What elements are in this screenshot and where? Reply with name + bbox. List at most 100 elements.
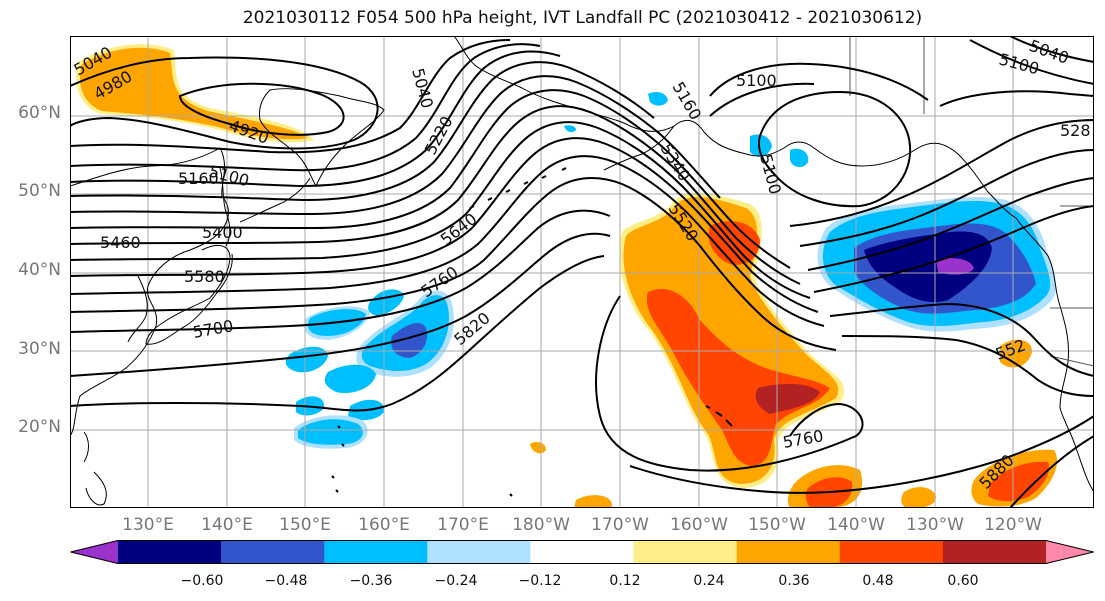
colorbar-tick-label: 0.12 [609,573,641,589]
colorbar-tick-label: 0.60 [947,573,979,589]
ivt-negative-region [790,148,809,168]
contour-line [70,61,655,202]
colorbar-segment [221,540,325,564]
contour-line [629,415,1094,494]
contour-line [758,90,912,208]
contour-line [789,119,1094,227]
contour-line [178,82,345,136]
colorbar-svg [70,540,1094,564]
contour-line [807,177,1094,271]
colorbar-segment [324,540,428,564]
lon-label-150e: 150°E [279,515,331,535]
ivt-negative-region [936,258,974,275]
contour-line [70,50,561,188]
contour-line [70,255,605,412]
colorbar-segment [839,540,944,564]
contour-line [70,209,611,333]
lon-label-150w: 150°W [748,515,806,535]
contour-line [709,82,815,117]
contour-label: 528 [1060,121,1091,140]
colorbar-segment [736,540,841,564]
contour-line [813,205,1094,293]
ivt-positive-region [574,495,612,508]
contour-label: 5100 [736,71,777,90]
colorbar-tick-label: 0.24 [693,573,725,589]
colorbar-tick-label: −0.12 [518,573,562,589]
lon-label-130e: 130°E [122,515,174,535]
ivt-positive-region [901,487,936,508]
colorbar-segment [942,540,1047,564]
contour-line [841,335,1094,397]
colorbar-segment [427,540,531,564]
contour-line [1009,435,1094,508]
ivt-positive-region [708,221,760,265]
ivt-positive-region [80,47,308,140]
contour-line [70,75,721,216]
graticule [70,36,1094,508]
colorbar-segment [118,540,222,564]
map-border [70,36,1094,508]
contour-line [70,89,791,269]
positive-anomaly-regions [76,44,1058,508]
contour-line [70,43,541,172]
colorbar [70,540,1094,564]
height-contours [70,36,1094,508]
lon-label-180w: 180°W [512,515,570,535]
contour-label: 5160 [178,169,219,188]
coastlines [70,36,1094,506]
contour-line [70,177,837,351]
contour-line [70,232,611,377]
lon-label-170e: 170°E [437,515,489,535]
contour-label: 5460 [100,233,141,252]
map-title: 2021030112 F054 500 hPa height, IVT Land… [242,8,923,28]
ivt-negative-region [298,419,363,445]
ivt-positive-region [755,383,820,414]
colorbar-tick-label: 0.48 [862,573,894,589]
colorbar-tick-label: −0.48 [264,573,308,589]
contour-line [70,56,379,150]
lon-label-130w: 130°W [906,515,964,535]
ivt-positive-region [530,442,546,454]
lon-label-120w: 120°W [984,515,1042,535]
ivt-negative-region [750,134,772,157]
lon-label-140w: 140°W [827,515,885,535]
contour-line [799,149,1094,247]
colorbar-extend-high [1046,540,1094,564]
colorbar-outline [70,540,1094,564]
ivt-negative-region [285,346,328,373]
colorbar-tick-label: −0.36 [349,573,393,589]
contour-line [969,39,1094,85]
ivt-positive-region [646,288,830,466]
lon-label-160w: 160°W [670,515,728,535]
lat-label-50n: 50°N [18,181,61,201]
contour-line [70,155,825,327]
colorbar-tick-label: −0.60 [180,573,224,589]
lat-label-40n: 40°N [18,260,61,280]
colorbar-tick-label: −0.24 [434,573,478,589]
colorbar-extend-low [70,540,118,564]
contour-line [1009,36,1094,63]
colorbar-tick-label: 0.36 [778,573,810,589]
contour-line [70,105,801,285]
contour-line [595,295,864,472]
contour-line [70,121,811,299]
lat-label-30n: 30°N [18,339,61,359]
lat-label-20n: 20°N [18,417,61,437]
ivt-negative-region [391,322,428,358]
ivt-positive-region [988,461,1050,502]
contour-label: 5400 [202,223,243,242]
colorbar-segment [530,540,635,564]
lon-label-170w: 170°W [591,515,649,535]
contour-line [829,302,1094,377]
colorbar-segment [633,540,738,564]
lon-label-140e: 140°E [201,515,253,535]
lon-label-160e: 160°E [358,515,410,535]
ivt-negative-region [324,364,376,394]
ivt-negative-region [648,92,668,106]
ivt-negative-region [564,125,576,133]
map-canvas: 5040 4980 4920 5100 5160 5460 5400 5580 … [70,36,1094,508]
contour-line [939,90,1094,107]
lat-label-60n: 60°N [18,103,61,123]
ivt-positive-region [1000,339,1032,368]
contour-label: 5580 [184,267,225,286]
